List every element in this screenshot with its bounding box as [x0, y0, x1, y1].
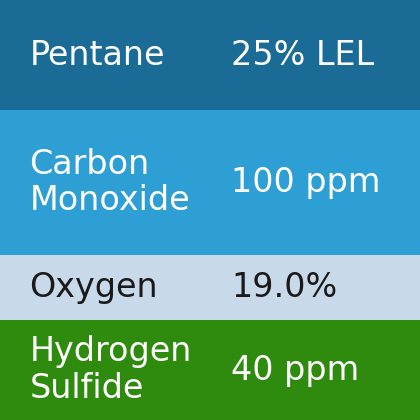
- Text: Hydrogen
Sulfide: Hydrogen Sulfide: [29, 335, 192, 405]
- Text: 40 ppm: 40 ppm: [231, 354, 359, 386]
- Text: 100 ppm: 100 ppm: [231, 166, 381, 199]
- Bar: [0, 320, 420, 420]
- Text: Carbon
Monoxide: Carbon Monoxide: [29, 147, 190, 218]
- Text: Pentane: Pentane: [29, 39, 165, 71]
- Text: 19.0%: 19.0%: [231, 271, 337, 304]
- Text: Oxygen: Oxygen: [29, 271, 158, 304]
- Bar: [0, 0, 420, 110]
- Bar: [0, 110, 420, 255]
- Bar: [0, 255, 420, 320]
- Text: 25% LEL: 25% LEL: [231, 39, 374, 71]
